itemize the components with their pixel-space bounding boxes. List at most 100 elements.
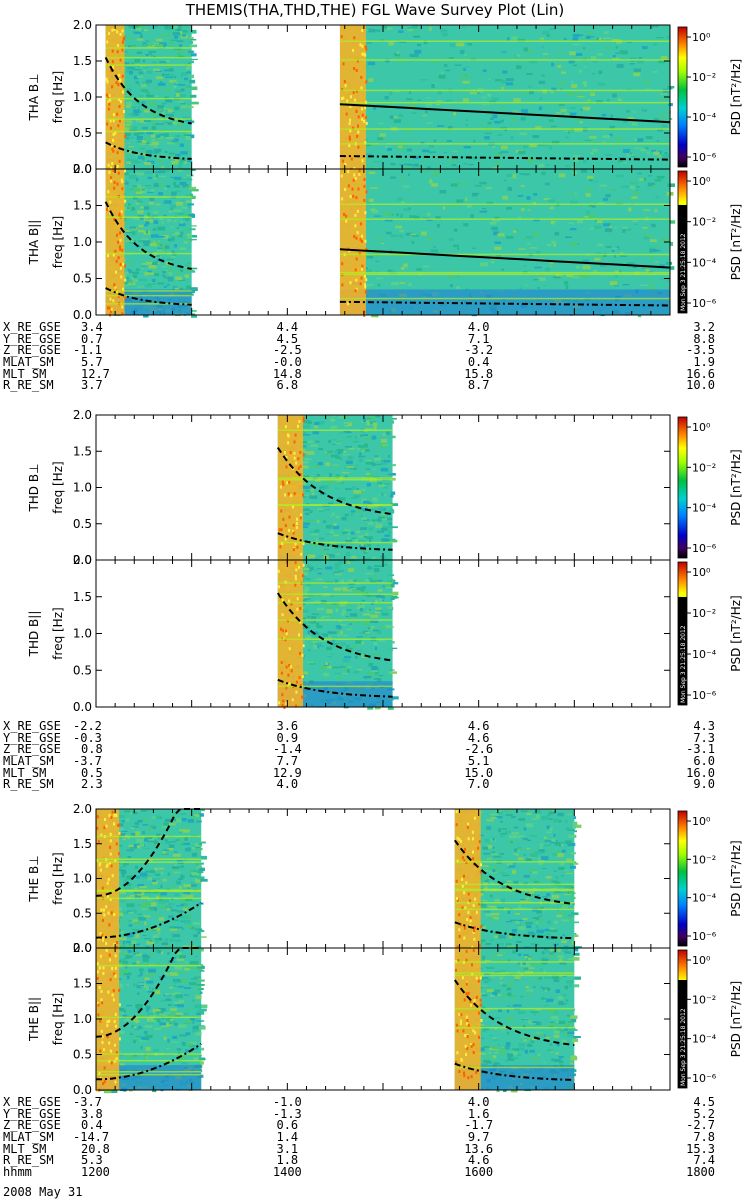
spectrogram-pixel — [293, 492, 296, 496]
spectrogram-pixel — [356, 649, 362, 652]
spectrogram-pixel — [179, 832, 182, 833]
spectrogram-pixel — [667, 111, 671, 114]
spectrogram-pixel — [127, 207, 130, 210]
spectrogram-pixel — [389, 671, 397, 674]
spectrogram-pixel — [281, 599, 284, 602]
spectrogram-pixel — [472, 850, 474, 854]
spectrogram-pixel — [354, 421, 357, 424]
spectrogram-pixel — [133, 75, 138, 80]
spectrogram-pixel — [366, 417, 372, 419]
spectrogram-pixel — [176, 958, 185, 961]
spectrogram-pixel — [153, 840, 158, 845]
spectrogram-pixel — [201, 1047, 205, 1051]
spectrogram-pixel — [363, 500, 370, 504]
spectrogram-pixel — [116, 30, 119, 34]
spectrogram-pixel — [407, 173, 410, 176]
spectrogram-pixel — [567, 914, 575, 917]
spectrogram-pixel — [363, 652, 366, 656]
spectrogram-pixel — [143, 70, 147, 72]
spectrogram-pixel — [171, 1041, 179, 1043]
spectrogram-pixel — [133, 216, 141, 220]
spectrogram-pixel — [166, 1060, 174, 1065]
spectrogram-pixel — [174, 215, 177, 218]
spectrogram-pixel — [368, 527, 374, 531]
spectrogram-pixel — [154, 171, 162, 173]
spectrogram-pixel — [114, 974, 117, 978]
spectrogram-pixel — [499, 872, 506, 874]
spectrogram-pixel — [299, 620, 302, 624]
spectrogram-pixel — [549, 28, 556, 31]
spectrogram-line — [277, 477, 393, 479]
spectrogram-pixel — [167, 283, 170, 286]
spectrogram-pixel — [118, 815, 125, 819]
spectrogram-pixel — [492, 145, 496, 148]
spectrogram-pixel — [373, 642, 378, 646]
spectrogram-pixel — [184, 274, 190, 278]
spectrogram-pixel — [529, 247, 538, 249]
spectrogram-pixel — [479, 181, 487, 185]
spectrogram-pixel — [314, 557, 320, 560]
spectrogram-pixel — [314, 529, 320, 533]
spectrogram-pixel — [543, 53, 549, 55]
spectrogram-pixel — [115, 867, 124, 871]
spectrogram-pixel — [107, 877, 110, 881]
spectrogram-pixel — [522, 838, 529, 840]
spectrogram-pixel — [390, 491, 396, 495]
spectrogram-pixel — [174, 35, 178, 39]
spectrogram-pixel — [367, 705, 374, 710]
spectrogram-pixel — [182, 908, 188, 911]
spectrogram-pixel — [185, 1032, 191, 1036]
spectrogram-pixel — [142, 42, 147, 44]
y-axis-label: freq [Hz] — [51, 461, 65, 513]
spectrogram-pixel — [126, 96, 131, 100]
spectrogram-pixel — [136, 172, 144, 176]
spectrogram-pixel — [504, 1025, 507, 1028]
spectrogram-pixel — [348, 137, 351, 141]
spectrogram-pixel — [112, 132, 115, 136]
spectrogram-pixel — [167, 122, 172, 125]
spectrogram-pixel — [325, 614, 333, 616]
spectrogram-pixel — [349, 613, 358, 617]
spectrogram-pixel — [626, 262, 635, 264]
spectrogram-pixel — [169, 232, 175, 234]
spectrogram-pixel — [357, 115, 360, 119]
spectrogram-pixel — [552, 938, 558, 940]
spectrogram-pixel — [177, 225, 183, 228]
spectrogram-pixel — [156, 815, 161, 819]
spectrogram-pixel — [127, 158, 133, 163]
spectrogram-pixel — [172, 985, 177, 987]
spectrogram-pixel — [138, 916, 146, 921]
spectrogram-pixel — [331, 415, 336, 417]
spectrogram-pixel — [537, 919, 543, 922]
spectrogram-pixel — [126, 903, 135, 908]
spectrogram-pixel — [539, 847, 543, 850]
spectrogram-pixel — [131, 827, 135, 830]
spectrogram-pixel — [175, 190, 181, 193]
spectrogram-pixel — [363, 536, 367, 538]
spectrogram-pixel — [459, 923, 462, 927]
spectrogram-pixel — [162, 243, 168, 248]
spectrogram-pixel — [112, 113, 115, 117]
spectrogram-pixel — [292, 530, 295, 533]
spectrogram-pixel — [638, 57, 642, 59]
spectrogram-pixel — [116, 827, 124, 831]
spectrogram-pixel — [579, 121, 583, 124]
spectrogram-pixel — [328, 636, 332, 640]
spectrogram-pixel — [169, 961, 176, 963]
spectrogram-pixel — [612, 55, 616, 58]
spectrogram-pixel — [158, 1013, 167, 1016]
spectrogram-pixel — [505, 830, 511, 833]
spectrogram-pixel — [563, 261, 567, 264]
spectrogram-pixel — [109, 898, 112, 901]
spectrogram-pixel — [182, 1042, 186, 1047]
spectrogram-pixel — [117, 124, 120, 128]
spectrogram-pixel — [388, 574, 395, 576]
spectrogram-pixel — [634, 139, 638, 141]
spectrogram-pixel — [364, 239, 367, 243]
spectrogram-pixel — [357, 187, 360, 191]
spectrogram-pixel — [375, 260, 380, 262]
spectrogram-pixel — [485, 187, 492, 189]
spectrogram-pixel — [169, 204, 176, 208]
spectrogram-pixel — [550, 838, 556, 842]
spectrogram-pixel — [109, 861, 111, 865]
